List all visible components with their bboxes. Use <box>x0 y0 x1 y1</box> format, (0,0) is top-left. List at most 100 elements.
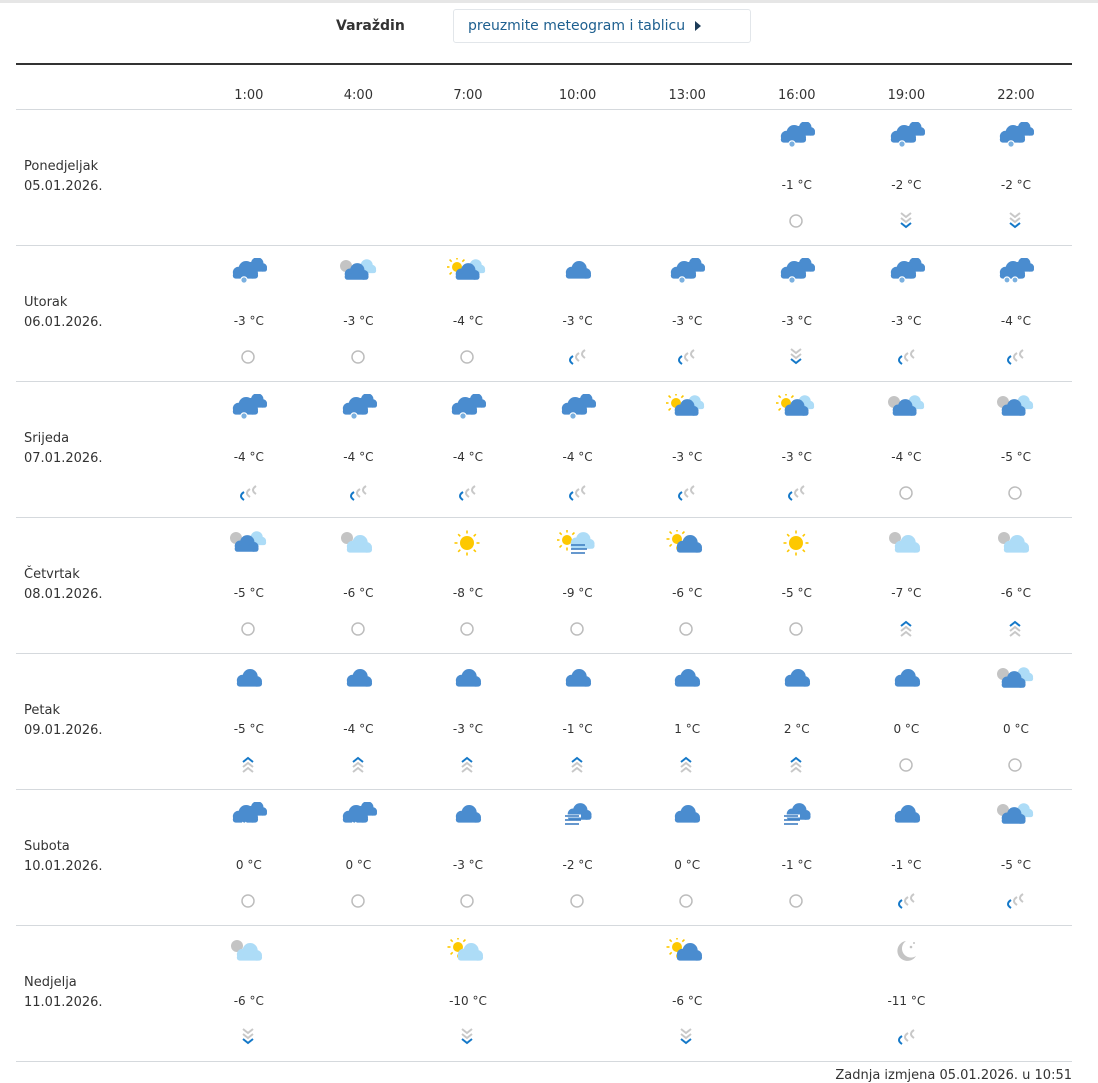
forecast-cell: 2 °C <box>742 654 852 789</box>
temperature: 0 °C <box>674 858 701 872</box>
cloud-weather-icon <box>236 669 263 687</box>
forecast-cell: -3 °C <box>304 246 414 381</box>
day-label: Četvrtak 08.01.2026. <box>24 565 103 605</box>
forecast-cell: -6 °C <box>632 926 742 1061</box>
forecast-cell: 0 °C <box>632 790 742 925</box>
rain-weather-icon <box>342 802 377 828</box>
forecast-cell <box>523 110 633 245</box>
temperature: -3 °C <box>452 858 484 872</box>
wind-calm-icon <box>570 894 584 908</box>
wind-calm-icon <box>241 350 255 364</box>
day-cells: -3 °C -3 °C -4 °C -3 °C -3 °C -3 °C -3 °… <box>194 246 1071 381</box>
forecast-cell: -3 °C <box>523 246 633 381</box>
wind-down-icon <box>1009 212 1021 229</box>
forecast-cell: -6 °C <box>194 926 304 1061</box>
temperature: -10 °C <box>449 994 487 1008</box>
forecast-cell: -1 °C <box>523 654 633 789</box>
forecast-cell: -3 °C <box>413 654 523 789</box>
download-meteogram-button[interactable]: preuzmite meteogram i tablicu <box>453 9 751 43</box>
forecast-cell: -5 °C <box>961 790 1071 925</box>
wind-calm-icon <box>460 350 474 364</box>
temperature: 0 °C <box>235 858 262 872</box>
rain-weather-icon <box>232 802 268 828</box>
wind-left-icon <box>349 485 367 501</box>
temperature: -1 °C <box>781 858 812 872</box>
forecast-cell: -5 °C <box>742 518 852 653</box>
forecast-cell: -4 °C <box>413 246 523 381</box>
forecast-cell: -4 °C <box>961 246 1071 381</box>
forecast-cell: -8 °C <box>413 518 523 653</box>
temperature: -5 °C <box>233 722 264 736</box>
wind-left-icon <box>240 485 257 501</box>
wind-calm-icon <box>898 758 913 772</box>
sun-cloud-weather-icon <box>666 394 705 416</box>
forecast-cell <box>523 926 633 1061</box>
cloud-weather-icon <box>784 669 810 687</box>
temperature: -8 °C <box>452 586 484 600</box>
wind-left-icon <box>897 1029 915 1045</box>
moon-cloud-weather-icon <box>997 667 1034 688</box>
sun-cloud-weather-icon <box>447 258 486 280</box>
forecast-cell: -5 °C <box>194 654 304 789</box>
temperature: -4 °C <box>1000 314 1032 328</box>
moon-cloud-weather-icon <box>997 395 1034 416</box>
cloud-weather-icon <box>565 261 591 279</box>
snow-weather-icon <box>232 258 268 284</box>
day-label: Subota 10.01.2026. <box>24 837 103 877</box>
temperature: -1 °C <box>891 858 922 872</box>
moon-stars-weather-icon <box>896 941 916 961</box>
wind-calm-icon <box>789 894 803 908</box>
wind-up-icon <box>1009 620 1021 637</box>
forecast-cell <box>742 926 852 1061</box>
sun-dark-cloud-weather-icon <box>666 938 703 961</box>
day-date: 07.01.2026. <box>24 451 103 466</box>
time-header: 4:00 <box>343 88 373 103</box>
forecast-cell: -10 °C <box>413 926 523 1061</box>
wind-up-icon <box>790 756 802 773</box>
temperature: -3 °C <box>891 314 922 328</box>
forecast-cell: -1 °C <box>852 790 962 925</box>
download-label: preuzmite meteogram i tablicu <box>468 18 686 34</box>
time-header-row: 1:00 4:00 7:00 10:00 13:00 16:00 19:00 22:00 <box>194 88 1071 103</box>
moon-light-cloud-weather-icon <box>231 940 263 961</box>
sun-light-cloud-weather-icon <box>447 938 484 961</box>
cloud-weather-icon <box>675 805 701 823</box>
forecast-cell: -4 °C <box>852 382 962 517</box>
forecast-cell: 0 °C <box>194 790 304 925</box>
forecast-cell <box>304 110 414 245</box>
temperature: -2 °C <box>1000 178 1032 192</box>
temperature: -5 °C <box>233 586 264 600</box>
wind-calm-icon <box>460 622 474 636</box>
snow-weather-icon <box>890 122 925 148</box>
temperature: -3 °C <box>233 314 264 328</box>
wind-calm-icon <box>350 894 365 908</box>
temperature: -6 °C <box>1000 586 1032 600</box>
temperature: -11 °C <box>887 994 926 1008</box>
day-name: Četvrtak <box>24 567 80 582</box>
time-header: 13:00 <box>668 88 706 103</box>
day-name: Srijeda <box>24 431 70 446</box>
temperature: -4 °C <box>343 722 374 736</box>
wind-calm-icon <box>241 622 255 636</box>
day-cells: 0 °C 0 °C -3 °C -2 °C 0 °C -1 °C -1 °C -… <box>194 790 1071 925</box>
wind-down-icon <box>899 212 912 229</box>
temperature: -5 °C <box>1000 858 1032 872</box>
snow-weather-icon <box>780 258 815 284</box>
day-cells: -5 °C -6 °C -8 °C -9 °C -6 °C -5 °C -7 °… <box>194 518 1071 653</box>
day-name: Nedjelja <box>24 975 77 990</box>
cloud-weather-icon <box>346 669 372 687</box>
forecast-cell: -4 °C <box>194 382 304 517</box>
time-header: 1:00 <box>234 88 264 103</box>
temperature: 0 °C <box>345 858 372 872</box>
day-date: 06.01.2026. <box>24 315 103 330</box>
temperature: -4 °C <box>452 314 484 328</box>
wind-left-icon <box>897 349 915 365</box>
forecast-cell: -4 °C <box>304 654 414 789</box>
day-cells: -5 °C -4 °C -3 °C -1 °C 1 °C 2 °C 0 °C 0… <box>194 654 1071 789</box>
city-name: Varaždin <box>336 18 405 34</box>
wind-calm-icon <box>241 894 255 908</box>
moon-light-cloud-weather-icon <box>340 532 372 553</box>
time-header: 22:00 <box>997 88 1035 103</box>
temperature: -6 °C <box>672 586 703 600</box>
temperature: 1 °C <box>674 722 701 736</box>
